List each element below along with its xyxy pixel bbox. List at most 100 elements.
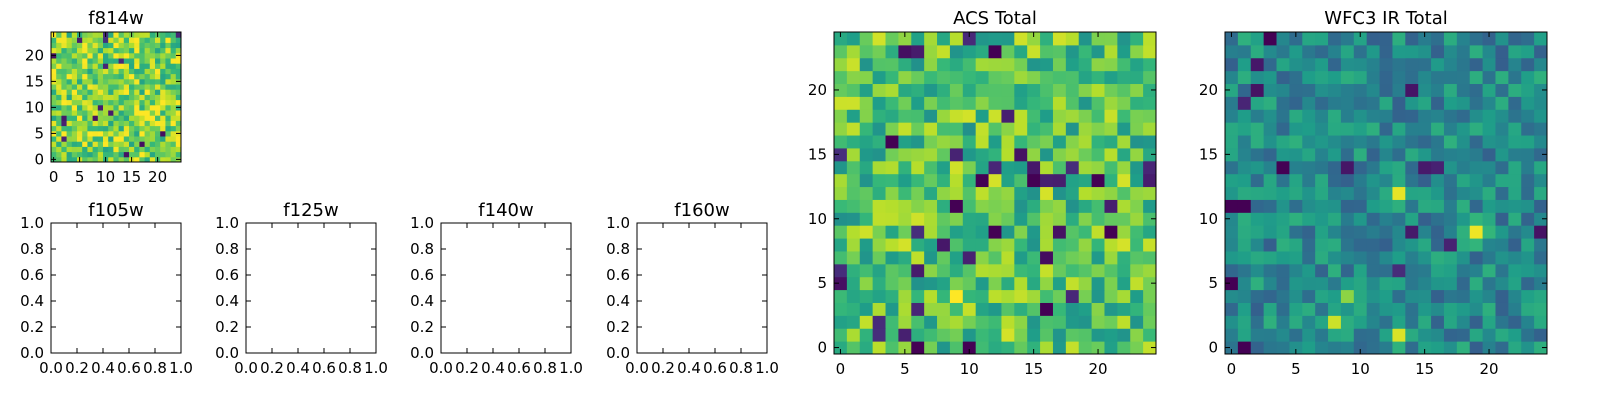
- heatmap-cell: [1418, 263, 1432, 278]
- heatmap-cell: [1469, 341, 1484, 355]
- heatmap-cell: [1418, 212, 1432, 226]
- heatmap-cell: [1495, 199, 1509, 213]
- heatmap-cell: [1521, 83, 1535, 97]
- heatmap-cell: [134, 104, 140, 111]
- panel-f125w: f125w 0.0 0.2 0.4 0.6 0.8 1.00.00.20.40.60.81…: [215, 200, 388, 377]
- heatmap-cell: [885, 44, 899, 59]
- heatmap-cell: [123, 89, 130, 95]
- heatmap-cell: [1237, 160, 1252, 175]
- heatmap-cell: [898, 32, 912, 46]
- heatmap-cell: [1315, 186, 1329, 200]
- heatmap-cell: [1340, 289, 1355, 303]
- heatmap-cell: [56, 104, 62, 111]
- heatmap-cell: [949, 70, 964, 85]
- heatmap-cell: [1289, 160, 1303, 175]
- heatmap-cell: [165, 78, 172, 85]
- heatmap-cell: [1340, 186, 1355, 200]
- heatmap-cell: [1225, 96, 1239, 110]
- axes-frame-f140w: [440, 222, 572, 354]
- heatmap-cell: [1340, 96, 1355, 110]
- heatmap-cell: [97, 151, 104, 158]
- heatmap-cell: [1001, 32, 1015, 46]
- heatmap-cell: [129, 68, 135, 75]
- heatmap-cell: [108, 78, 114, 85]
- heatmap-cell: [1340, 341, 1355, 355]
- heatmap-cell: [937, 135, 951, 149]
- heatmap-cell: [988, 122, 1002, 136]
- heatmap-cell: [911, 44, 925, 59]
- heatmap-cell: [962, 32, 977, 46]
- heatmap-cell: [898, 289, 912, 303]
- heatmap-cell: [1418, 83, 1432, 97]
- heatmap-cell: [165, 63, 172, 69]
- heatmap-cell: [1130, 160, 1144, 175]
- heatmap-cell: [1027, 250, 1041, 265]
- heatmap-cell: [149, 136, 156, 142]
- heatmap-cell: [139, 130, 146, 137]
- heatmap-cell: [1443, 44, 1458, 59]
- heatmap-cell: [123, 110, 130, 116]
- heatmap-cell: [1143, 32, 1157, 46]
- heatmap-cell: [949, 315, 964, 329]
- heatmap-cell: [61, 99, 68, 106]
- heatmap-cell: [129, 146, 135, 153]
- heatmap-cell: [859, 186, 874, 200]
- heatmap-cell: [1143, 341, 1157, 355]
- heatmap-cell: [962, 109, 977, 123]
- heatmap-cell: [911, 70, 925, 85]
- heatmap-cell: [87, 37, 94, 43]
- heatmap-cell: [129, 130, 135, 137]
- heatmap-cell: [1225, 225, 1239, 239]
- heatmap-cell: [51, 84, 57, 90]
- heatmap-cell: [108, 141, 114, 147]
- heatmap-cell: [155, 73, 161, 80]
- heatmap-cell: [108, 84, 114, 90]
- heatmap-cell: [134, 42, 140, 49]
- heatmap-cell: [113, 125, 120, 132]
- heatmap-cell: [175, 146, 182, 153]
- heatmap-cell: [165, 104, 172, 111]
- heatmap-cell: [988, 341, 1002, 355]
- heatmap-cell: [92, 89, 99, 95]
- heatmap-cell: [1431, 315, 1445, 329]
- heatmap-cell: [1052, 328, 1067, 342]
- heatmap-cell: [1130, 147, 1144, 162]
- y-tick-label: 0.6: [20, 266, 44, 284]
- heatmap-cell: [846, 225, 861, 239]
- heatmap-cell: [149, 94, 156, 101]
- heatmap-cell: [66, 84, 73, 90]
- heatmap-cell: [1366, 302, 1381, 316]
- heatmap-cell: [123, 84, 130, 90]
- heatmap-cell: [1052, 341, 1067, 355]
- heatmap-cell: [87, 104, 94, 111]
- heatmap-cell: [66, 146, 73, 153]
- heatmap-cell: [859, 302, 874, 316]
- heatmap-cell: [175, 94, 182, 101]
- heatmap-cell: [170, 84, 177, 90]
- heatmap-cell: [170, 94, 177, 101]
- heatmap-cell: [1078, 250, 1093, 265]
- heatmap-cell: [1534, 250, 1548, 265]
- panel-title-f814w: f814w: [88, 8, 143, 29]
- heatmap-cell: [1366, 122, 1381, 136]
- heatmap-cell: [1302, 32, 1316, 46]
- heatmap-cell: [1405, 238, 1419, 252]
- heatmap-cell: [1443, 212, 1458, 226]
- heatmap-cell: [1014, 70, 1028, 85]
- heatmap-cell: [834, 57, 848, 72]
- heatmap-cell: [1521, 186, 1535, 200]
- heatmap-cell: [1495, 328, 1509, 342]
- heatmap-cell: [1508, 250, 1522, 265]
- heatmap-cell: [1521, 32, 1535, 46]
- heatmap-cell: [872, 263, 887, 278]
- heatmap-cell: [1405, 147, 1419, 162]
- heatmap-cell: [144, 52, 151, 59]
- heatmap-cell: [1091, 57, 1105, 72]
- heatmap-cell: [160, 151, 166, 158]
- heatmap-cell: [1302, 250, 1316, 265]
- heatmap-cell: [1418, 57, 1432, 72]
- heatmap-cell: [1052, 212, 1067, 226]
- heatmap-cell: [66, 94, 73, 101]
- heatmap-cell: [1482, 44, 1496, 59]
